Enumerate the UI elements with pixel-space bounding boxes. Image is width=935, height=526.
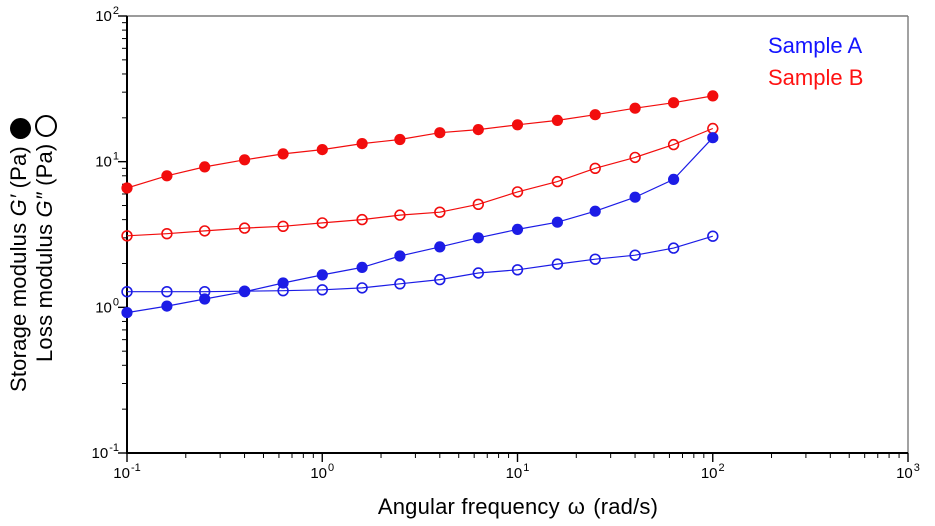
sample-b-loss-point	[238, 222, 251, 234]
storage-unit-label: (Pa)	[6, 146, 31, 189]
sample-b-storage-point	[434, 127, 446, 139]
x-tick-label: 10-1	[113, 462, 140, 482]
sample-a-loss-point	[629, 249, 641, 261]
legend-sample-a: Sample A	[768, 33, 863, 58]
sample-a-loss-point	[161, 286, 173, 298]
sample-a-storage-point	[668, 173, 680, 185]
sample-a-loss-point	[472, 267, 484, 279]
sample-b-storage-point	[277, 148, 289, 160]
sample-b-loss-point	[316, 217, 328, 229]
legend-sample-b: Sample B	[768, 65, 864, 90]
sample-a-storage-point	[394, 250, 406, 262]
x-tick-label: 100	[310, 462, 334, 482]
sample-a-storage-point	[551, 216, 564, 228]
y-axis-title-storage: Storage modulus G′ (Pa)	[6, 118, 32, 392]
sample-a-storage-point	[316, 269, 328, 281]
loss-modulus-label: Loss modulus	[32, 223, 57, 362]
sample-a-loss-point	[316, 284, 328, 296]
sample-b-storage-point	[551, 114, 564, 126]
sample-a-loss-point	[589, 253, 601, 265]
storage-modulus-label: Storage modulus	[6, 222, 31, 392]
y-tick-label: 101	[95, 151, 119, 171]
x-axis-title-unit: (rad/s)	[593, 494, 659, 519]
g-prime-symbol: G′	[6, 194, 31, 217]
sample-a-loss-point	[511, 264, 524, 276]
sample-b-storage-point	[394, 133, 406, 146]
sample-b-storage-point	[161, 170, 173, 182]
sample-b-loss-point	[434, 206, 446, 218]
sample-a-loss-point	[356, 282, 368, 294]
y-tick-label: 102	[95, 5, 119, 25]
sample-b-loss-line	[126, 127, 714, 237]
sample-b-loss-point	[199, 225, 211, 237]
sample-a-storage-point	[121, 307, 133, 319]
sample-b-storage-point	[668, 97, 680, 109]
sample-b-storage-point	[239, 154, 251, 166]
sample-b-storage-point	[316, 144, 328, 156]
sample-a-loss-point	[277, 285, 289, 297]
y-tick-label: 10-1	[92, 442, 119, 462]
x-tick-label: 101	[506, 462, 530, 482]
sample-b-storage-point	[121, 182, 133, 194]
sample-a-loss-point	[707, 230, 719, 242]
sample-b-storage-point	[356, 138, 368, 150]
sample-b-loss-point	[121, 230, 133, 242]
sample-a-loss-line	[127, 235, 713, 293]
sample-a-loss-point	[667, 242, 680, 254]
sample-a-storage-point	[161, 300, 173, 312]
x-axis-title: Angular frequency ω (rad/s)	[378, 494, 658, 520]
sample-b-loss-point	[356, 213, 368, 226]
sample-b-storage-line	[126, 95, 713, 189]
sample-a-storage-line	[126, 137, 714, 314]
loss-unit-label: (Pa)	[32, 143, 57, 186]
sample-b-storage-point	[629, 102, 641, 114]
sample-b-loss-point	[551, 175, 564, 188]
sample-b-storage-point	[511, 119, 524, 131]
sample-b-loss-point	[589, 162, 601, 175]
sample-b-storage-point	[707, 90, 719, 102]
x-tick-label: 102	[701, 462, 725, 482]
sample-a-loss-point	[121, 286, 133, 298]
y-tick-label: 100	[95, 296, 119, 316]
omega-symbol: ω	[567, 494, 586, 519]
y-axis-title-loss: Loss modulus G″ (Pa)	[32, 114, 58, 362]
sample-a-loss-point	[551, 258, 564, 270]
sample-b-loss-point	[161, 228, 173, 240]
sample-a-storage-point	[434, 241, 446, 253]
sample-a-storage-point	[356, 261, 368, 273]
sample-a-storage-point	[589, 205, 601, 217]
sample-b-storage-point	[472, 124, 484, 136]
sample-a-loss-point	[434, 273, 446, 286]
x-tick-label: 103	[896, 462, 920, 482]
sample-a-storage-point	[707, 132, 719, 144]
sample-a-storage-point	[472, 232, 484, 244]
sample-a-loss-point	[238, 285, 251, 297]
open-circle-icon	[35, 114, 57, 137]
sample-a-loss-point	[199, 286, 211, 298]
sample-b-storage-point	[589, 109, 601, 121]
sample-b-loss-point	[472, 198, 484, 211]
sample-a-loss-point	[394, 278, 406, 290]
sample-b-loss-point	[511, 186, 524, 198]
x-axis-title-text: Angular frequency	[377, 494, 560, 519]
filled-circle-icon	[10, 118, 31, 140]
sample-a-storage-point	[629, 191, 641, 203]
g-double-prime-symbol: G″	[32, 192, 57, 218]
sample-b-loss-point	[277, 220, 289, 233]
sample-b-storage-point	[199, 161, 211, 173]
sample-b-loss-point	[629, 151, 641, 164]
legend: Sample A Sample B	[768, 30, 863, 94]
sample-b-loss-point	[667, 138, 680, 151]
sample-b-loss-point	[394, 209, 406, 221]
sample-a-storage-point	[511, 223, 524, 235]
